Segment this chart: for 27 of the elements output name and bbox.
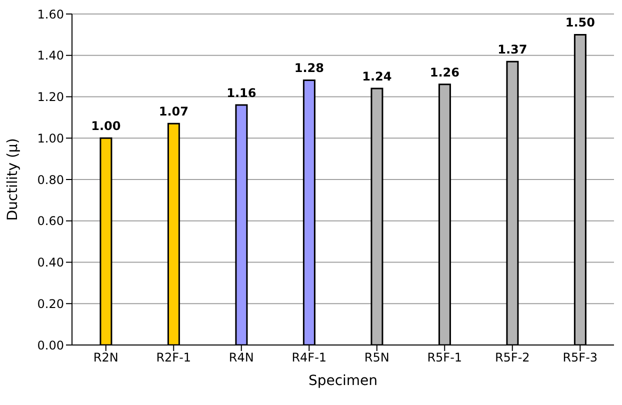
x-tick-label: R2N: [93, 350, 118, 365]
data-label: 1.07: [158, 104, 189, 119]
x-tick-label: R5F-1: [427, 350, 462, 365]
x-tick-label: R4N: [228, 350, 254, 365]
y-tick-label: 0.00: [37, 338, 64, 352]
data-label: 1.28: [294, 61, 324, 76]
y-axis-title: Ductility (μ): [4, 138, 21, 221]
y-tick-label: 1.20: [37, 90, 64, 104]
x-tick-label: R5F-3: [562, 350, 598, 365]
data-label: 1.37: [498, 42, 528, 57]
y-tick-label: 0.80: [37, 172, 64, 187]
y-tick-label: 1.40: [37, 48, 64, 63]
x-tick-label: R5N: [364, 350, 390, 365]
y-tick-label: 1.60: [37, 7, 64, 22]
x-tick-label: R5F-2: [494, 350, 530, 365]
data-label: 1.26: [430, 65, 460, 80]
x-axis-title: Specimen: [308, 373, 378, 389]
y-tick-label: 0.60: [37, 214, 64, 228]
data-label: 1.24: [362, 69, 392, 84]
x-tick-label: R2F-1: [156, 350, 192, 365]
data-label: 1.50: [565, 16, 596, 30]
y-tick-label: 0.20: [37, 296, 64, 311]
y-tick-label: 0.40: [37, 256, 64, 270]
x-tick-label: R4F-1: [292, 350, 327, 365]
data-label: 1.16: [226, 86, 256, 100]
y-tick-label: 1.00: [37, 131, 64, 146]
data-label: 1.00: [91, 119, 121, 134]
